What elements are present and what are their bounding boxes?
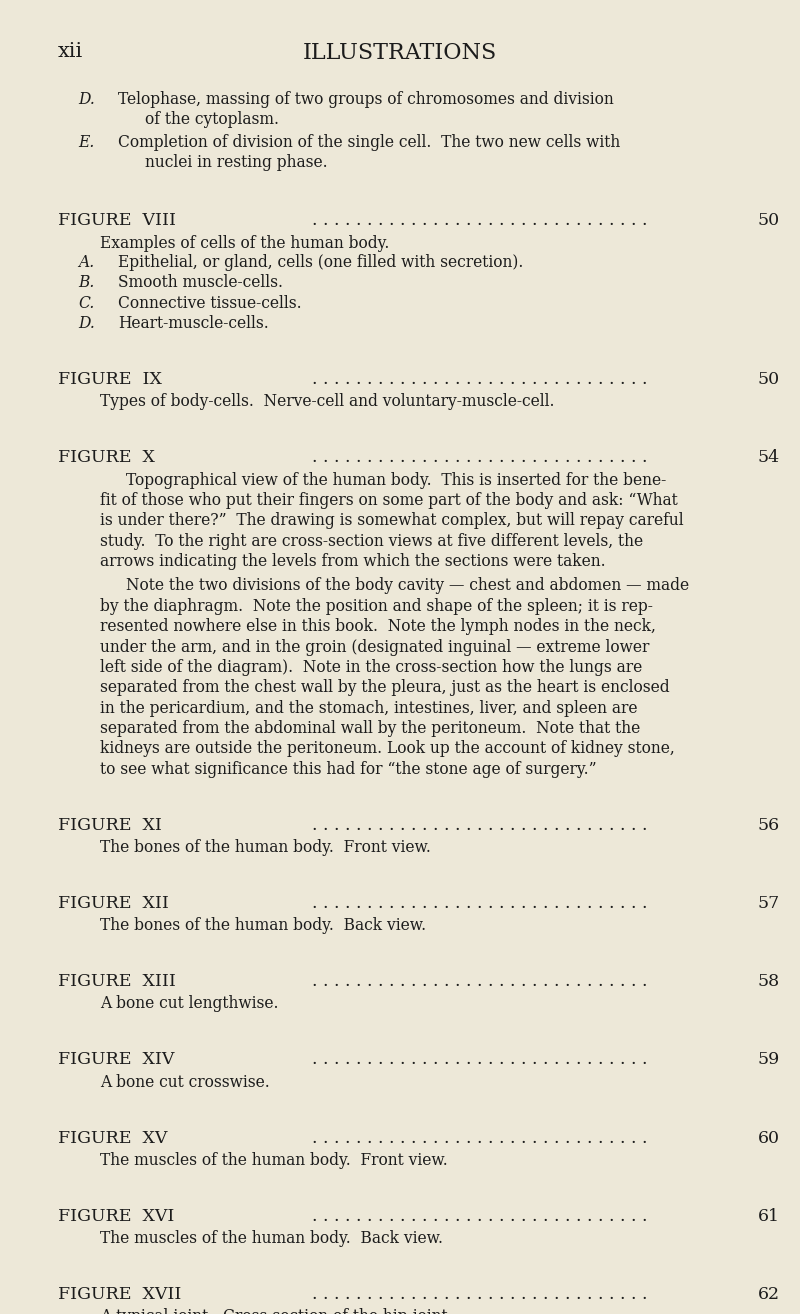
Text: Smooth muscle-cells.: Smooth muscle-cells. <box>118 275 283 292</box>
Text: Types of body-cells.  Nerve-cell and voluntary-muscle-cell.: Types of body-cells. Nerve-cell and volu… <box>100 393 554 410</box>
Text: A typical joint.  Cross-section of the hip-joint.: A typical joint. Cross-section of the hi… <box>100 1309 453 1314</box>
Text: kidneys are outside the peritoneum. Look up the account of kidney stone,: kidneys are outside the peritoneum. Look… <box>100 740 674 757</box>
Text: 56: 56 <box>758 816 780 833</box>
Text: 58: 58 <box>758 974 780 989</box>
Text: is under there?”  The drawing is somewhat complex, but will repay careful: is under there?” The drawing is somewhat… <box>100 512 684 530</box>
Text: resented nowhere else in this book.  Note the lymph nodes in the neck,: resented nowhere else in this book. Note… <box>100 618 656 635</box>
Text: under the arm, and in the groin (designated inguinal — extreme lower: under the arm, and in the groin (designa… <box>100 639 650 656</box>
Text: Epithelial, or gland, cells (one filled with secretion).: Epithelial, or gland, cells (one filled … <box>118 254 524 271</box>
Text: D.: D. <box>78 315 95 332</box>
Text: study.  To the right are cross-section views at five different levels, the: study. To the right are cross-section vi… <box>100 532 643 549</box>
Text: FIGURE  X: FIGURE X <box>58 449 154 466</box>
Text: Examples of cells of the human body.: Examples of cells of the human body. <box>100 235 390 252</box>
Text: FIGURE  XVI: FIGURE XVI <box>58 1208 174 1225</box>
Text: FIGURE  XVII: FIGURE XVII <box>58 1286 181 1303</box>
Text: FIGURE  XII: FIGURE XII <box>58 895 169 912</box>
Text: . . . . . . . . . . . . . . . . . . . . . . . . . . . . . . .: . . . . . . . . . . . . . . . . . . . . … <box>312 1208 648 1225</box>
Text: The bones of the human body.  Front view.: The bones of the human body. Front view. <box>100 838 431 855</box>
Text: . . . . . . . . . . . . . . . . . . . . . . . . . . . . . . .: . . . . . . . . . . . . . . . . . . . . … <box>312 449 648 466</box>
Text: 59: 59 <box>758 1051 780 1068</box>
Text: Note the two divisions of the body cavity — chest and abdomen — made: Note the two divisions of the body cavit… <box>126 577 690 594</box>
Text: to see what significance this had for “the stone age of surgery.”: to see what significance this had for “t… <box>100 761 597 778</box>
Text: left side of the diagram).  Note in the cross-section how the lungs are: left side of the diagram). Note in the c… <box>100 658 642 675</box>
Text: A.: A. <box>78 254 94 271</box>
Text: FIGURE  IX: FIGURE IX <box>58 371 162 388</box>
Text: . . . . . . . . . . . . . . . . . . . . . . . . . . . . . . .: . . . . . . . . . . . . . . . . . . . . … <box>312 816 648 833</box>
Text: The bones of the human body.  Back view.: The bones of the human body. Back view. <box>100 917 426 934</box>
Text: . . . . . . . . . . . . . . . . . . . . . . . . . . . . . . .: . . . . . . . . . . . . . . . . . . . . … <box>312 974 648 989</box>
Text: 61: 61 <box>758 1208 780 1225</box>
Text: 60: 60 <box>758 1130 780 1147</box>
Text: 50: 50 <box>758 213 780 229</box>
Text: FIGURE  XV: FIGURE XV <box>58 1130 167 1147</box>
Text: . . . . . . . . . . . . . . . . . . . . . . . . . . . . . . .: . . . . . . . . . . . . . . . . . . . . … <box>312 213 648 229</box>
Text: separated from the chest wall by the pleura, just as the heart is enclosed: separated from the chest wall by the ple… <box>100 679 670 696</box>
Text: arrows indicating the levels from which the sections were taken.: arrows indicating the levels from which … <box>100 553 606 570</box>
Text: . . . . . . . . . . . . . . . . . . . . . . . . . . . . . . .: . . . . . . . . . . . . . . . . . . . . … <box>312 1130 648 1147</box>
Text: C.: C. <box>78 294 94 311</box>
Text: A bone cut lengthwise.: A bone cut lengthwise. <box>100 996 278 1013</box>
Text: FIGURE  VIII: FIGURE VIII <box>58 213 176 229</box>
Text: The muscles of the human body.  Front view.: The muscles of the human body. Front vie… <box>100 1152 448 1169</box>
Text: . . . . . . . . . . . . . . . . . . . . . . . . . . . . . . .: . . . . . . . . . . . . . . . . . . . . … <box>312 1051 648 1068</box>
Text: 50: 50 <box>758 371 780 388</box>
Text: FIGURE  XIV: FIGURE XIV <box>58 1051 174 1068</box>
Text: of the cytoplasm.: of the cytoplasm. <box>145 112 278 129</box>
Text: Heart-muscle-cells.: Heart-muscle-cells. <box>118 315 269 332</box>
Text: ILLUSTRATIONS: ILLUSTRATIONS <box>303 42 497 64</box>
Text: in the pericardium, and the stomach, intestines, liver, and spleen are: in the pericardium, and the stomach, int… <box>100 699 638 716</box>
Text: E.: E. <box>78 134 94 151</box>
Text: The muscles of the human body.  Back view.: The muscles of the human body. Back view… <box>100 1230 443 1247</box>
Text: FIGURE  XIII: FIGURE XIII <box>58 974 175 989</box>
Text: B.: B. <box>78 275 94 292</box>
Text: 54: 54 <box>758 449 780 466</box>
Text: . . . . . . . . . . . . . . . . . . . . . . . . . . . . . . .: . . . . . . . . . . . . . . . . . . . . … <box>312 371 648 388</box>
Text: . . . . . . . . . . . . . . . . . . . . . . . . . . . . . . .: . . . . . . . . . . . . . . . . . . . . … <box>312 1286 648 1303</box>
Text: by the diaphragm.  Note the position and shape of the spleen; it is rep-: by the diaphragm. Note the position and … <box>100 598 653 615</box>
Text: fit of those who put their fingers on some part of the body and ask: “What: fit of those who put their fingers on so… <box>100 491 678 509</box>
Text: separated from the abdominal wall by the peritoneum.  Note that the: separated from the abdominal wall by the… <box>100 720 640 737</box>
Text: 62: 62 <box>758 1286 780 1303</box>
Text: Topographical view of the human body.  This is inserted for the bene-: Topographical view of the human body. Th… <box>126 472 666 489</box>
Text: xii: xii <box>58 42 83 60</box>
Text: Connective tissue-cells.: Connective tissue-cells. <box>118 294 302 311</box>
Text: nuclei in resting phase.: nuclei in resting phase. <box>145 154 327 171</box>
Text: Telophase, massing of two groups of chromosomes and division: Telophase, massing of two groups of chro… <box>118 91 614 108</box>
Text: Completion of division of the single cell.  The two new cells with: Completion of division of the single cel… <box>118 134 621 151</box>
Text: 57: 57 <box>758 895 780 912</box>
Text: A bone cut crosswise.: A bone cut crosswise. <box>100 1074 270 1091</box>
Text: FIGURE  XI: FIGURE XI <box>58 816 162 833</box>
Text: . . . . . . . . . . . . . . . . . . . . . . . . . . . . . . .: . . . . . . . . . . . . . . . . . . . . … <box>312 895 648 912</box>
Text: D.: D. <box>78 91 95 108</box>
